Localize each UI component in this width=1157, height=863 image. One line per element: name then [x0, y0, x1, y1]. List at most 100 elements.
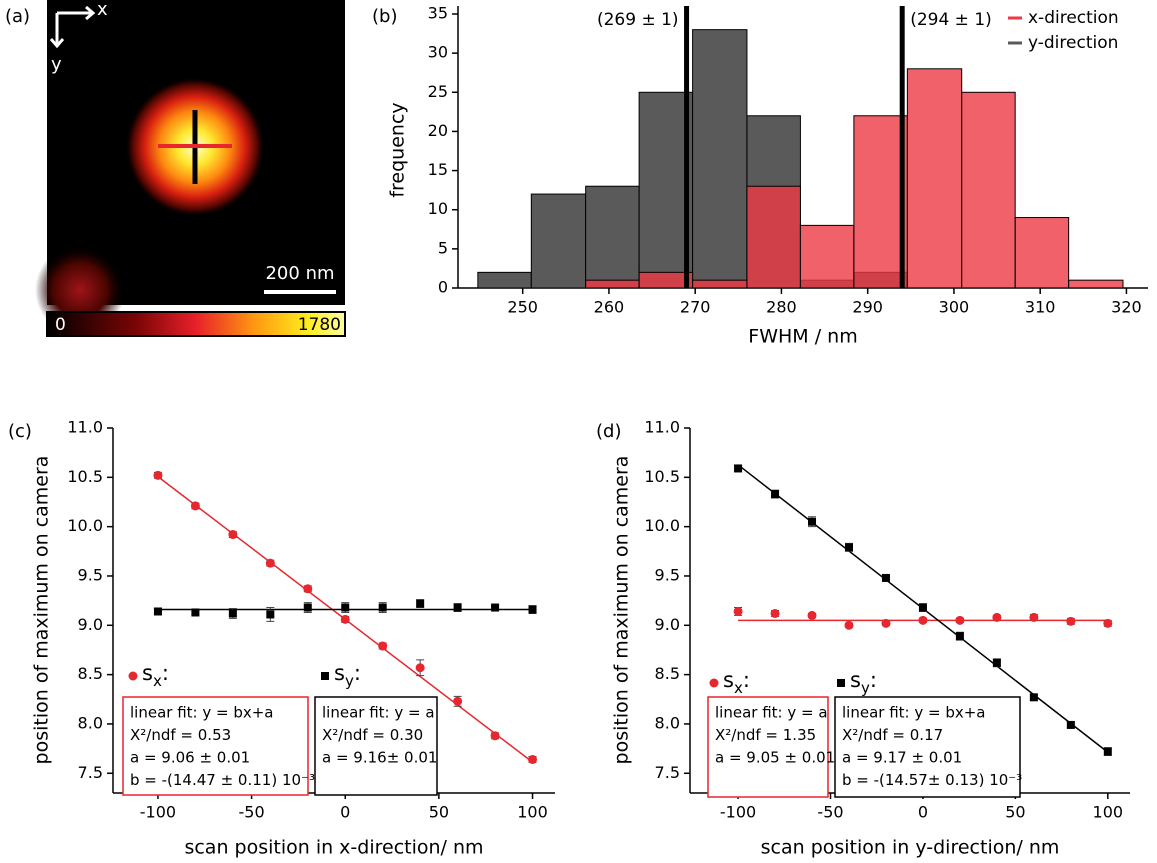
series-suffix: : [354, 661, 361, 685]
legend-marker [837, 679, 845, 687]
y-tick-label: 9.0 [655, 615, 680, 634]
panel-label: (c) [8, 421, 32, 442]
histogram-bar [693, 280, 747, 288]
legend-label: sx: [142, 661, 169, 690]
series-subscript: x [734, 679, 743, 697]
data-point [1030, 693, 1038, 701]
legend-marker [321, 672, 329, 680]
histogram-bar [1015, 218, 1068, 288]
y-tick-label: 9.0 [78, 615, 103, 634]
series-subscript: y [861, 679, 870, 697]
x-tick-label: 100 [517, 803, 548, 822]
scalebar-label: 200 nm [265, 263, 334, 284]
series-suffix: : [162, 661, 169, 685]
series-subscript: x [153, 672, 162, 690]
series-name: s [723, 668, 734, 692]
fit-text: a = 9.16± 0.01 [322, 749, 437, 767]
y-tick-label: 15 [428, 160, 448, 179]
legend-marker [129, 672, 138, 681]
fit-text: b = -(14.47 ± 0.11) 10⁻³ [130, 771, 315, 789]
data-point [734, 607, 743, 616]
histogram-bar [1069, 280, 1123, 288]
data-point [882, 574, 890, 582]
fit-text: a = 9.05 ± 0.01 [715, 749, 835, 767]
histogram-bar [531, 194, 585, 288]
data-point [491, 731, 500, 740]
colorbar-tick-label: 0 [55, 315, 66, 335]
y-tick-label: 7.5 [655, 763, 680, 782]
x-tick-label: 290 [852, 298, 883, 317]
data-point [1103, 619, 1112, 628]
data-point [266, 610, 274, 618]
y-axis-label: position of maximum on camera [31, 456, 53, 765]
fit-text: linear fit: y = bx+a [130, 704, 274, 722]
data-point [993, 659, 1001, 667]
data-point [304, 604, 312, 612]
series-suffix: : [870, 668, 877, 692]
data-point [228, 530, 237, 539]
y-tick-label: 8.0 [78, 713, 103, 732]
y-tick-label: 0 [438, 278, 448, 297]
data-point [956, 632, 964, 640]
x-tick-label: 320 [1111, 298, 1142, 317]
y-tick-label: 10.5 [644, 467, 680, 486]
data-point [845, 543, 853, 551]
fit-text: linear fit: y = a [322, 704, 435, 722]
data-point [341, 604, 349, 612]
data-point [154, 607, 162, 615]
data-point [918, 616, 927, 625]
x-tick-label: -100 [140, 803, 176, 822]
data-point [955, 616, 964, 625]
legend-label: sy: [334, 661, 361, 690]
y-tick-label: 20 [428, 121, 448, 140]
histogram-bar [854, 116, 907, 288]
y-tick-label: 30 [428, 43, 448, 62]
data-point [453, 697, 462, 706]
data-point [1104, 748, 1112, 756]
data-point [416, 600, 424, 608]
x-tick-label: 50 [1005, 803, 1025, 822]
data-point [528, 755, 537, 764]
x-arrow-label: x [97, 0, 108, 20]
x-tick-label: 260 [594, 298, 625, 317]
y-axis-label: position of maximum on camera [611, 456, 633, 765]
y-tick-label: 25 [428, 82, 448, 101]
fit-text: a = 9.17 ± 0.01 [842, 749, 962, 767]
data-point [378, 642, 387, 651]
y-tick-label: 8.5 [78, 664, 103, 683]
y-tick-label: 10.5 [67, 467, 103, 486]
x-tick-label: 0 [340, 803, 350, 822]
y-tick-label: 9.5 [78, 565, 103, 584]
series-name: s [142, 661, 153, 685]
legend-label: sx: [723, 668, 750, 697]
panel-label: (d) [596, 421, 621, 442]
y-tick-label: 11.0 [644, 418, 680, 437]
y-tick-label: 8.5 [655, 664, 680, 683]
mean-label: (294 ± 1) [910, 10, 992, 30]
x-tick-label: 270 [680, 298, 711, 317]
fit-text: linear fit: y = a [715, 704, 828, 722]
histogram-bar [800, 225, 853, 288]
fit-text: X²/ndf = 1.35 [715, 726, 816, 744]
fit-text: b = -(14.57± 0.13) 10⁻³ [842, 771, 1022, 789]
data-point [416, 663, 425, 672]
colorbar-tick-label: 1780 [298, 315, 341, 335]
x-tick-label: 310 [1025, 298, 1056, 317]
y-tick-label: 35 [428, 4, 448, 23]
fit-text: linear fit: y = bx+a [842, 704, 986, 722]
x-tick-label: 50 [429, 803, 449, 822]
series-suffix: : [743, 668, 750, 692]
data-point [808, 611, 817, 620]
histogram-bar [693, 30, 747, 288]
data-point [734, 464, 742, 472]
histogram-bar [747, 186, 800, 288]
data-point [266, 559, 275, 568]
legend-label: y-direction [1028, 33, 1118, 53]
fit-text: X²/ndf = 0.30 [322, 726, 423, 744]
panel-label: (a) [5, 6, 30, 27]
histogram-bar [586, 186, 639, 288]
histogram-bar [478, 272, 531, 288]
histogram-bar [586, 280, 639, 288]
y-tick-label: 5 [438, 238, 448, 257]
x-tick-label: 100 [1093, 803, 1124, 822]
